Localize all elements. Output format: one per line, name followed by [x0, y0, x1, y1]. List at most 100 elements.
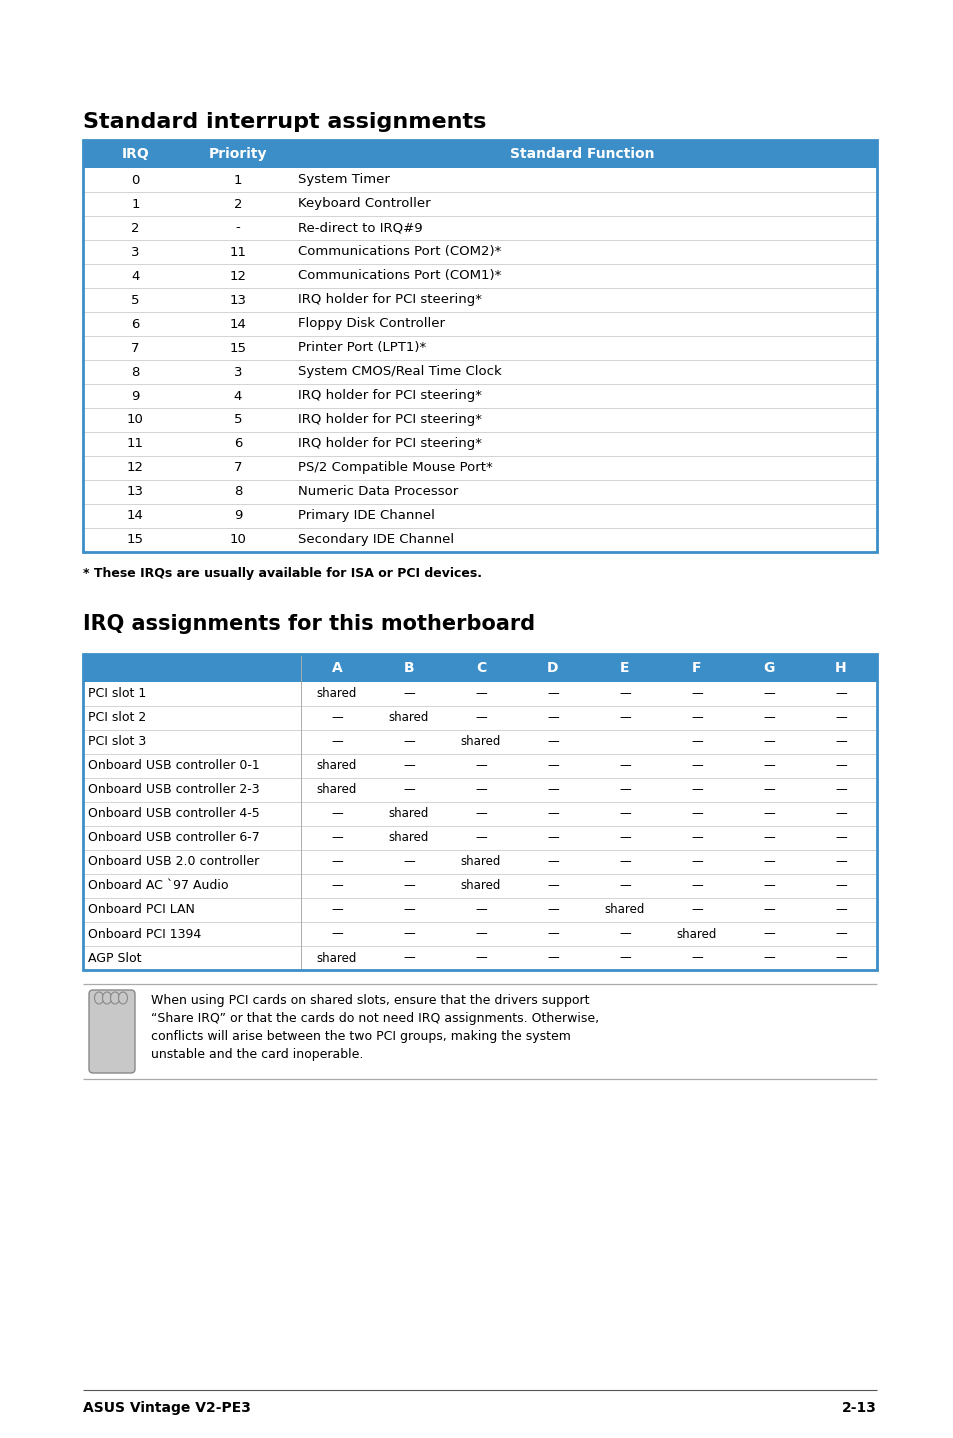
Text: 1: 1 [132, 197, 139, 210]
Text: 14: 14 [127, 509, 144, 522]
Bar [83, 754, 876, 778]
Text: —: — [475, 952, 486, 965]
Text: shared: shared [460, 735, 500, 749]
Text: —: — [690, 880, 702, 893]
Text: —: — [403, 759, 415, 772]
Text: ASUS Vintage V2-PE3: ASUS Vintage V2-PE3 [83, 1401, 251, 1415]
Text: —: — [762, 880, 774, 893]
Text: 15: 15 [127, 533, 144, 546]
Text: IRQ holder for PCI steering*: IRQ holder for PCI steering* [297, 437, 481, 450]
Text: 10: 10 [127, 414, 144, 427]
Text: —: — [403, 856, 415, 869]
Text: conflicts will arise between the two PCI groups, making the system: conflicts will arise between the two PCI… [151, 1030, 570, 1043]
Text: —: — [834, 928, 846, 940]
Text: —: — [331, 856, 342, 869]
Text: —: — [762, 784, 774, 797]
Text: PCI slot 1: PCI slot 1 [88, 687, 146, 700]
Text: 7: 7 [132, 341, 139, 355]
Text: Floppy Disk Controller: Floppy Disk Controller [297, 318, 444, 331]
Text: —: — [762, 928, 774, 940]
Bar [83, 897, 876, 922]
Text: —: — [547, 759, 558, 772]
Text: —: — [475, 808, 486, 821]
Text: PS/2 Compatible Mouse Port*: PS/2 Compatible Mouse Port* [297, 462, 493, 475]
Text: 6: 6 [233, 437, 242, 450]
Text: —: — [331, 831, 342, 844]
Text: 11: 11 [127, 437, 144, 450]
Text: 0: 0 [132, 174, 139, 187]
Text: 8: 8 [132, 365, 139, 378]
Text: —: — [618, 687, 630, 700]
Text: Keyboard Controller: Keyboard Controller [297, 197, 430, 210]
Bar [83, 850, 876, 874]
Text: —: — [403, 687, 415, 700]
Text: —: — [834, 903, 846, 916]
Text: —: — [547, 952, 558, 965]
Text: —: — [834, 759, 846, 772]
Text: —: — [475, 831, 486, 844]
Text: —: — [403, 735, 415, 749]
Text: AGP Slot: AGP Slot [88, 952, 141, 965]
Text: —: — [690, 712, 702, 725]
Text: —: — [834, 831, 846, 844]
Text: Primary IDE Channel: Primary IDE Channel [297, 509, 435, 522]
Ellipse shape [102, 992, 112, 1004]
Bar [83, 503, 876, 528]
Text: —: — [618, 831, 630, 844]
Text: IRQ holder for PCI steering*: IRQ holder for PCI steering* [297, 414, 481, 427]
Text: 4: 4 [233, 390, 242, 403]
Bar [83, 360, 876, 384]
Text: —: — [547, 712, 558, 725]
Text: PCI slot 3: PCI slot 3 [88, 735, 146, 749]
Text: 9: 9 [233, 509, 242, 522]
Text: 13: 13 [230, 293, 246, 306]
Text: —: — [762, 759, 774, 772]
Text: Onboard USB controller 6-7: Onboard USB controller 6-7 [88, 831, 259, 844]
Bar [83, 654, 876, 971]
Text: —: — [618, 880, 630, 893]
Text: —: — [331, 712, 342, 725]
Bar [83, 431, 876, 456]
Text: —: — [403, 928, 415, 940]
Text: —: — [762, 808, 774, 821]
Bar [83, 265, 876, 288]
Text: System Timer: System Timer [297, 174, 390, 187]
Text: -: - [235, 221, 240, 234]
Text: —: — [547, 880, 558, 893]
Text: C: C [476, 661, 486, 674]
Text: —: — [690, 903, 702, 916]
Text: 14: 14 [230, 318, 246, 331]
Text: —: — [403, 952, 415, 965]
Text: —: — [834, 687, 846, 700]
Text: Communications Port (COM1)*: Communications Port (COM1)* [297, 269, 501, 282]
FancyBboxPatch shape [89, 989, 135, 1073]
Text: —: — [834, 735, 846, 749]
Bar [83, 216, 876, 240]
Text: —: — [762, 712, 774, 725]
Text: —: — [547, 735, 558, 749]
Text: shared: shared [316, 687, 356, 700]
Bar [83, 384, 876, 408]
Bar [83, 312, 876, 336]
Text: Standard Function: Standard Function [510, 147, 654, 161]
Text: —: — [618, 928, 630, 940]
Text: —: — [475, 784, 486, 797]
Bar [83, 139, 876, 552]
Text: —: — [834, 880, 846, 893]
Bar [83, 336, 876, 360]
Bar [83, 922, 876, 946]
Text: —: — [762, 831, 774, 844]
Text: Priority: Priority [209, 147, 267, 161]
Text: —: — [762, 735, 774, 749]
Text: 10: 10 [230, 533, 246, 546]
Text: —: — [690, 831, 702, 844]
Text: Onboard PCI 1394: Onboard PCI 1394 [88, 928, 201, 940]
Text: —: — [834, 856, 846, 869]
Text: unstable and the card inoperable.: unstable and the card inoperable. [151, 1048, 363, 1061]
Text: 7: 7 [233, 462, 242, 475]
Text: —: — [547, 784, 558, 797]
Text: —: — [331, 903, 342, 916]
Bar [83, 778, 876, 802]
Text: D: D [547, 661, 558, 674]
Text: 5: 5 [132, 293, 139, 306]
